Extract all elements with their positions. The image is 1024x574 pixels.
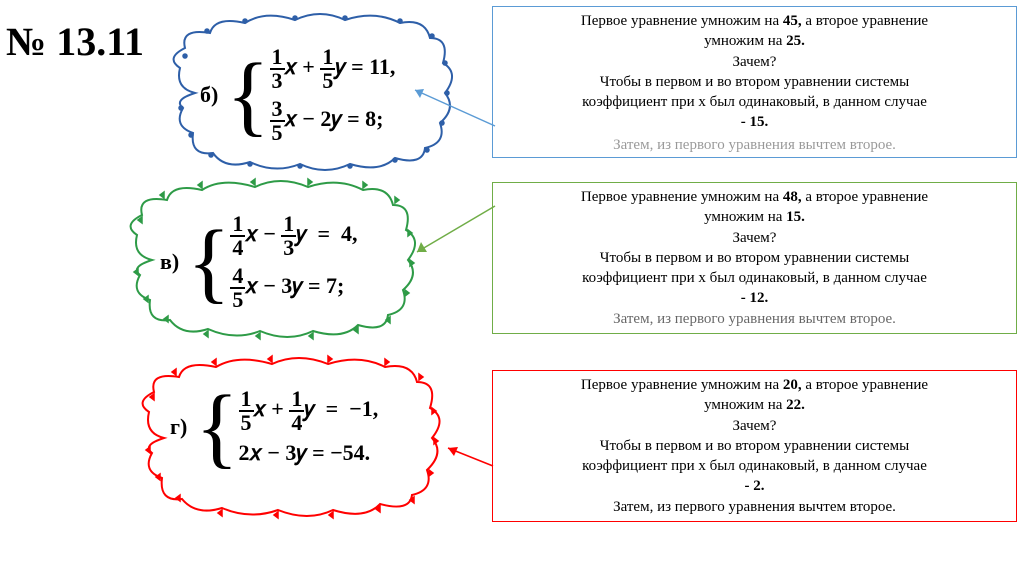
hint-line: Затем, из первого уравнения вычтем второ… xyxy=(503,497,1006,517)
hint-line: Первое уравнение умножим на 45, а второе… xyxy=(503,11,1006,31)
hint-line: Чтобы в первом и во втором уравнении сис… xyxy=(503,248,1006,268)
hint-box-g: Первое уравнение умножим на 20, а второе… xyxy=(492,370,1017,522)
hint-line: коэффициент при х был одинаковый, в данн… xyxy=(503,456,1006,476)
hint-box-b: Первое уравнение умножим на 45, а второе… xyxy=(492,6,1017,158)
equation-b1: 13𝑥 + 15𝑦 = 11, xyxy=(270,46,396,92)
cloud-letter-g: г) xyxy=(170,414,187,440)
hint-line: коэффициент при х был одинаковый, в данн… xyxy=(503,92,1006,112)
brace-icon: { xyxy=(226,64,269,127)
arrow-v xyxy=(405,200,500,260)
hint-line: Первое уравнение умножим на 20, а второе… xyxy=(503,375,1006,395)
hint-line: Зачем? xyxy=(503,416,1006,436)
hint-line: Зачем? xyxy=(503,52,1006,72)
hint-box-v: Первое уравнение умножим на 48, а второе… xyxy=(492,182,1017,334)
system-v: { 14𝑥 − 13𝑦 = 4, 45𝑥 − 3𝑦 = 7; xyxy=(187,213,357,311)
brace-icon: { xyxy=(187,231,230,294)
hint-line: - 2. xyxy=(503,476,1006,496)
hint-line: умножим на 22. xyxy=(503,395,1006,415)
equation-g1: 15𝑥 + 14𝑦 = −1, xyxy=(239,388,379,434)
hint-line: Зачем? xyxy=(503,228,1006,248)
system-b: { 13𝑥 + 15𝑦 = 11, 35𝑥 − 2𝑦 = 8; xyxy=(226,46,395,144)
cloud-v: в) { 14𝑥 − 13𝑦 = 4, 45𝑥 − 3𝑦 = 7; xyxy=(110,175,430,345)
hint-line: Чтобы в первом и во втором уравнении сис… xyxy=(503,436,1006,456)
cloud-letter-b: б) xyxy=(200,82,218,108)
page-title: № 13.11 xyxy=(6,18,144,65)
hint-line: Первое уравнение умножим на 48, а второе… xyxy=(503,187,1006,207)
hint-line: коэффициент при х был одинаковый, в данн… xyxy=(503,268,1006,288)
brace-icon: { xyxy=(195,396,238,459)
cloud-letter-v: в) xyxy=(160,249,179,275)
equation-b2: 35𝑥 − 2𝑦 = 8; xyxy=(270,98,396,144)
hint-line: - 15. xyxy=(503,112,1006,132)
hint-line: умножим на 25. xyxy=(503,31,1006,51)
cloud-g: г) { 15𝑥 + 14𝑦 = −1, 2𝑥 − 3𝑦 = −54. xyxy=(120,350,460,525)
hint-line: - 12. xyxy=(503,288,1006,308)
hint-line: умножим на 15. xyxy=(503,207,1006,227)
arrow-g xyxy=(438,440,498,470)
system-g: { 15𝑥 + 14𝑦 = −1, 2𝑥 − 3𝑦 = −54. xyxy=(195,388,378,466)
equation-v2: 45𝑥 − 3𝑦 = 7; xyxy=(230,265,357,311)
arrow-b xyxy=(400,80,500,135)
hint-line: Затем, из первого уравнения вычтем второ… xyxy=(503,135,1006,155)
hint-line: Затем, из первого уравнения вычтем второ… xyxy=(503,309,1006,329)
equation-g2: 2𝑥 − 3𝑦 = −54. xyxy=(239,440,379,466)
equation-v1: 14𝑥 − 13𝑦 = 4, xyxy=(230,213,357,259)
hint-line: Чтобы в первом и во втором уравнении сис… xyxy=(503,72,1006,92)
